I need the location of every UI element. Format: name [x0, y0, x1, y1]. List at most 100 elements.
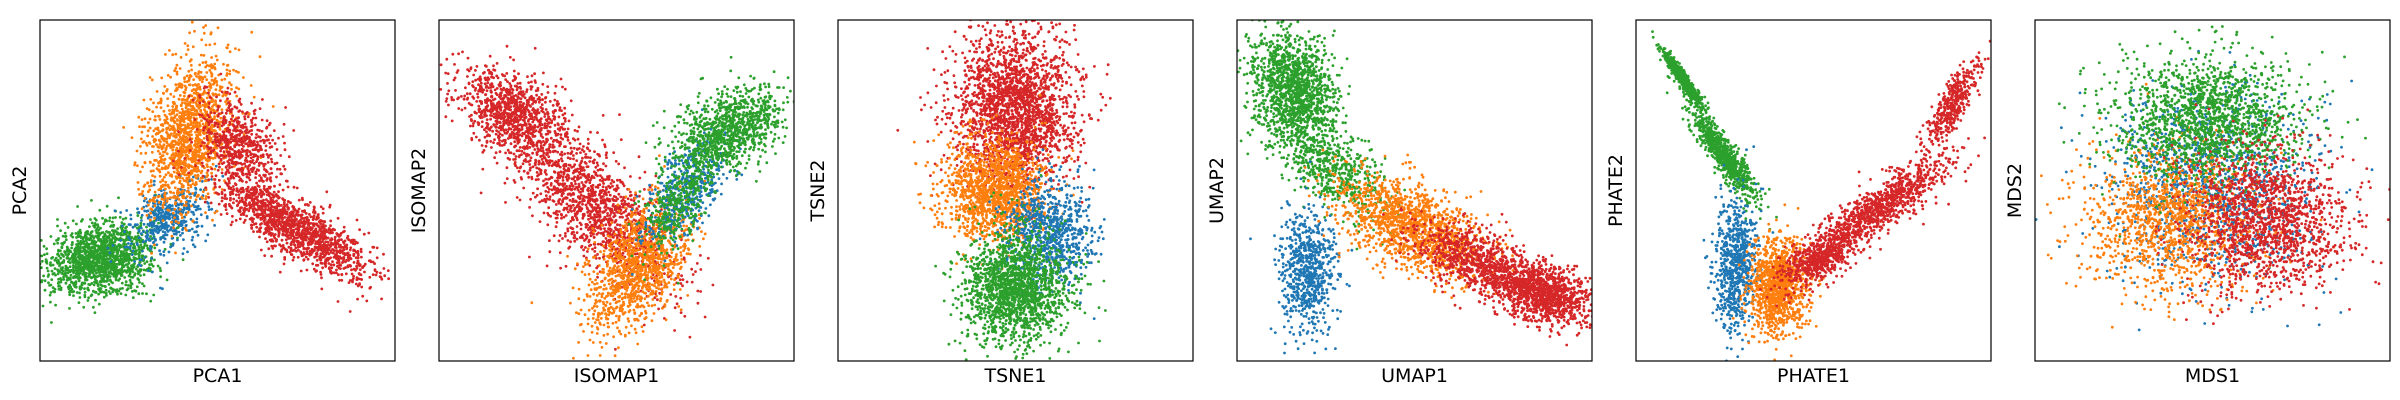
scatter-point: [178, 208, 182, 211]
scatter-point: [141, 249, 144, 253]
scatter-point: [194, 187, 198, 191]
scatter-point: [137, 248, 141, 251]
scatter-point: [258, 107, 262, 110]
scatter-point: [320, 225, 323, 228]
scatter-point: [152, 236, 156, 240]
scatter-point: [112, 231, 116, 235]
scatter-point: [174, 251, 177, 255]
scatter-point: [160, 134, 163, 138]
scatter-point: [234, 135, 237, 139]
scatter-point: [139, 170, 142, 174]
scatter-point: [171, 144, 175, 148]
scatter-point: [159, 220, 163, 224]
scatter-point: [184, 146, 188, 149]
scatter-point: [199, 188, 203, 192]
scatter-point: [148, 142, 152, 145]
scatter-point: [244, 142, 247, 146]
scatter-point: [121, 238, 124, 242]
scatter-point: [77, 271, 81, 275]
scatter-point: [138, 261, 142, 264]
scatter-point: [242, 125, 246, 129]
scatter-point: [64, 238, 68, 242]
scatter-point: [224, 111, 228, 115]
scatter-point: [220, 188, 224, 191]
scatter-point: [278, 217, 281, 221]
scatter-point: [162, 139, 166, 143]
scatter-point: [97, 292, 100, 296]
scatter-point: [122, 258, 126, 262]
scatter-point: [42, 244, 46, 248]
scatter-point: [263, 174, 267, 178]
scatter-point: [59, 286, 63, 290]
scatter-point: [56, 224, 59, 228]
scatter-point: [225, 72, 229, 75]
scatter-point: [101, 284, 104, 288]
scatter-point: [213, 167, 217, 171]
scatter-point: [356, 297, 359, 301]
scatter-point: [162, 143, 166, 147]
scatter-point: [229, 146, 232, 149]
scatter-point: [158, 266, 162, 270]
scatter-point: [195, 230, 198, 234]
scatter-point: [175, 106, 178, 110]
scatter-point: [234, 118, 237, 121]
scatter-point: [202, 26, 205, 29]
scatter-point: [88, 271, 92, 275]
scatter-point: [191, 158, 195, 161]
scatter-point: [154, 218, 158, 222]
scatter-point: [75, 272, 79, 276]
scatter-point: [246, 115, 250, 119]
scatter-point: [114, 276, 118, 280]
scatter-point: [213, 66, 217, 70]
scatter-point: [263, 254, 267, 257]
scatter-point: [271, 105, 275, 108]
scatter-point: [231, 214, 234, 218]
scatter-point: [129, 286, 133, 290]
scatter-point: [174, 220, 178, 223]
scatter-point: [89, 265, 93, 268]
scatter-point: [72, 252, 76, 256]
scatter-point: [206, 192, 210, 196]
scatter-point: [123, 245, 127, 249]
scatter-point: [152, 221, 156, 225]
scatter-point: [130, 242, 133, 246]
scatter-point: [170, 127, 173, 131]
scatter-point: [215, 122, 219, 125]
scatter-point: [131, 249, 135, 253]
scatter-point: [195, 74, 198, 78]
scatter-point: [83, 287, 86, 291]
scatter-point: [219, 149, 223, 153]
scatter-point: [190, 169, 194, 173]
scatter-point: [173, 69, 177, 72]
scatter-point: [237, 116, 241, 119]
scatter-point: [43, 288, 47, 292]
scatter-point: [174, 52, 178, 56]
scatter-point: [74, 266, 78, 270]
scatter-point: [48, 293, 52, 297]
scatter-point: [206, 150, 210, 153]
scatter-point: [142, 230, 145, 234]
scatter-point: [259, 248, 263, 252]
scatter-point: [173, 186, 177, 190]
scatter-point: [92, 305, 95, 309]
scatter-point: [167, 171, 170, 175]
scatter-point: [54, 273, 57, 277]
scatter-point: [168, 136, 172, 140]
scatter-point: [78, 285, 82, 288]
scatter-point: [156, 205, 160, 209]
scatter-point: [205, 85, 209, 89]
scatter-point: [40, 266, 43, 270]
scatter-point: [226, 160, 230, 163]
scatter-point: [40, 239, 43, 242]
scatter-point: [217, 162, 221, 166]
scatter-point: [56, 241, 60, 245]
scatter-point: [282, 122, 286, 126]
scatter-point: [153, 190, 157, 194]
scatter-point: [99, 226, 102, 230]
scatter-point: [229, 193, 232, 197]
scatter-point: [77, 301, 81, 304]
scatter-point: [299, 241, 302, 245]
scatter-point: [183, 215, 187, 219]
scatter-point: [159, 106, 163, 109]
scatter-point: [205, 144, 209, 148]
